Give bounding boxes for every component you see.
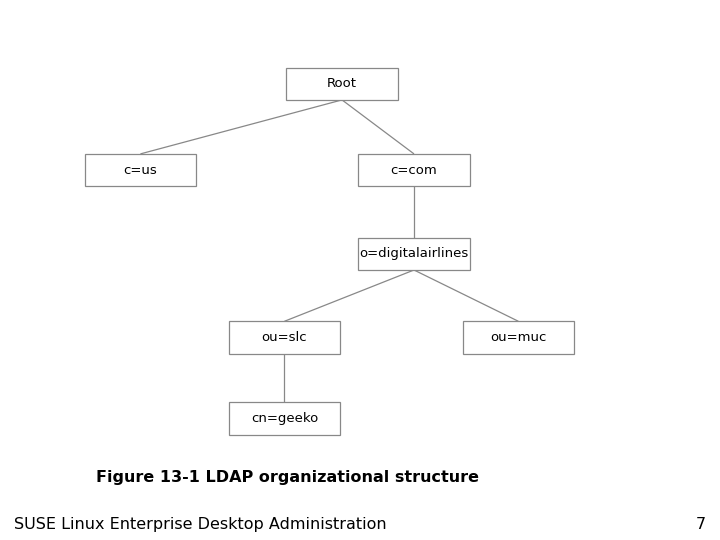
Text: SUSE Linux Enterprise Desktop Administration: SUSE Linux Enterprise Desktop Administra… bbox=[14, 517, 387, 532]
FancyBboxPatch shape bbox=[462, 321, 575, 354]
Text: 7: 7 bbox=[696, 517, 706, 532]
FancyBboxPatch shape bbox=[358, 154, 469, 186]
Text: Figure 13-1 LDAP organizational structure: Figure 13-1 LDAP organizational structur… bbox=[96, 470, 480, 485]
FancyBboxPatch shape bbox=[358, 238, 469, 270]
Text: c=com: c=com bbox=[391, 164, 437, 177]
FancyBboxPatch shape bbox=[229, 321, 341, 354]
Text: o=digitalairlines: o=digitalairlines bbox=[359, 247, 469, 260]
Text: Root: Root bbox=[327, 77, 357, 90]
FancyBboxPatch shape bbox=[287, 68, 397, 100]
Text: ou=muc: ou=muc bbox=[490, 331, 546, 344]
Text: cn=geeko: cn=geeko bbox=[251, 412, 318, 425]
Text: c=us: c=us bbox=[124, 164, 157, 177]
Text: ou=slc: ou=slc bbox=[261, 331, 307, 344]
FancyBboxPatch shape bbox=[85, 154, 196, 186]
FancyBboxPatch shape bbox=[229, 402, 341, 435]
